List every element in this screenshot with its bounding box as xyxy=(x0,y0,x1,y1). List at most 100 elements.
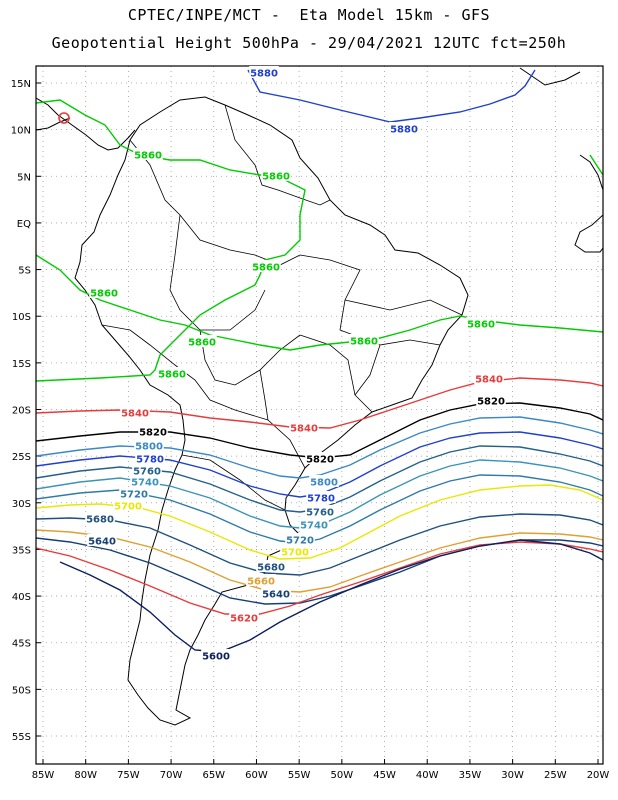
lat-tick-label: 45S xyxy=(12,639,31,650)
contour-label-bg xyxy=(251,260,281,272)
lat-tick-label: 35S xyxy=(12,545,31,556)
contour-5740 xyxy=(36,459,603,529)
contour-label-bg xyxy=(119,487,149,499)
lat-tick-label: 20S xyxy=(12,406,31,417)
contour-5880 xyxy=(247,69,536,123)
contour-5860 xyxy=(36,99,306,382)
contour-label-5780: 5780 xyxy=(307,494,335,505)
central-america-coastline xyxy=(36,97,136,151)
contour-5620 xyxy=(36,541,603,615)
lat-tick-label: 5N xyxy=(17,172,31,183)
lon-tick-label: 25W xyxy=(544,770,567,781)
contour-label-5820: 5820 xyxy=(477,397,505,408)
contour-5640 xyxy=(36,537,603,605)
south-america-coastline xyxy=(74,96,469,726)
contour-label-5880: 5880 xyxy=(390,125,418,136)
contour-label-bg xyxy=(132,464,162,476)
contour-label-bg xyxy=(256,560,286,572)
contour-label-5640: 5640 xyxy=(88,537,116,548)
lat-tick-label: 10N xyxy=(11,126,31,137)
contour-label-bg xyxy=(261,169,291,181)
contour-label-5860: 5860 xyxy=(134,151,162,162)
longitude-tick-labels: 85W 80W 75W 70W 65W 60W 55W 50W 45W 40W 35W 30W 25W 2… xyxy=(32,770,610,781)
contour-label-5720: 5720 xyxy=(120,490,148,501)
contour-label-5700: 5700 xyxy=(114,502,142,513)
contour-label-5680: 5680 xyxy=(86,515,114,526)
lat-tick-label: 40S xyxy=(12,592,31,603)
contour-labels: 5880 5880 5860 5860 5860 5860 5860 5860 5860 5860… xyxy=(85,66,506,663)
contour-label-5860: 5860 xyxy=(467,320,495,331)
contour-label-bg xyxy=(249,66,279,78)
contour-label-bg xyxy=(476,394,506,406)
contour-label-bg xyxy=(201,649,231,661)
coastlines xyxy=(36,67,603,726)
contour-label-bg xyxy=(280,545,310,557)
contour-label-bg xyxy=(120,406,150,418)
map-frame xyxy=(35,65,604,765)
contour-label-bg xyxy=(306,491,336,503)
lon-tick-label: 30W xyxy=(501,770,524,781)
contour-label-5760: 5760 xyxy=(133,467,161,478)
contour-label-5740: 5740 xyxy=(300,521,328,532)
contour-label-bg xyxy=(135,452,165,464)
lon-tick-label: 75W xyxy=(117,770,140,781)
lat-lon-grid xyxy=(36,66,603,764)
contour-label-5880: 5880 xyxy=(250,69,278,80)
contour-label-5860: 5860 xyxy=(90,289,118,300)
contour-label-bg xyxy=(309,475,339,487)
lon-tick-label: 65W xyxy=(202,770,225,781)
contour-5680 xyxy=(36,513,603,576)
contour-label-5720: 5720 xyxy=(286,536,314,547)
contour-5600 xyxy=(59,539,603,653)
contour-5840 xyxy=(36,377,603,429)
contour-label-bg xyxy=(87,534,117,546)
contour-label-5860: 5860 xyxy=(158,370,186,381)
contour-label-bg xyxy=(246,574,276,586)
contour-label-bg xyxy=(305,452,335,464)
contour-label-bg xyxy=(89,286,119,298)
lat-tick-label: 15N xyxy=(11,79,31,90)
contour-label-5740: 5740 xyxy=(131,478,159,489)
contour-label-5640: 5640 xyxy=(262,590,290,601)
lat-tick-label: EQ xyxy=(17,219,31,230)
lat-tick-label: 30S xyxy=(12,499,31,510)
contour-label-bg xyxy=(474,372,504,384)
latitude-tick-labels: 15N 10N 5N EQ 5S 10S 15S 20S 25S 30S 35S 40S 45S 50S 5… xyxy=(11,79,31,743)
contour-label-bg xyxy=(349,334,379,346)
contour-label-bg xyxy=(85,512,115,524)
lon-tick-label: 20W xyxy=(587,770,610,781)
contour-label-bg xyxy=(138,425,168,437)
contour-label-bg xyxy=(187,335,217,347)
lat-tick-label: 10S xyxy=(12,312,31,323)
contour-label-bg xyxy=(299,518,329,530)
height-contours xyxy=(36,69,603,653)
low-center-marker xyxy=(58,112,70,124)
contour-label-bg xyxy=(229,611,259,623)
lon-tick-label: 55W xyxy=(288,770,311,781)
lon-tick-label: 85W xyxy=(32,770,55,781)
contour-label-5700: 5700 xyxy=(281,548,309,559)
lon-tick-label: 40W xyxy=(416,770,439,781)
contour-label-5840: 5840 xyxy=(290,424,318,435)
contour-label-5680: 5680 xyxy=(257,563,285,574)
contour-label-5820: 5820 xyxy=(139,428,167,439)
contour-label-bg xyxy=(289,421,319,433)
contour-label-5660: 5660 xyxy=(247,577,275,588)
contour-label-5800: 5800 xyxy=(135,442,163,453)
contour-label-bg xyxy=(261,587,291,599)
lon-tick-label: 80W xyxy=(74,770,97,781)
contour-label-5800: 5800 xyxy=(310,478,338,489)
lat-tick-label: 25S xyxy=(12,452,31,463)
contour-label-5860: 5860 xyxy=(262,172,290,183)
contour-label-5780: 5780 xyxy=(136,455,164,466)
contour-label-bg xyxy=(113,499,143,511)
contour-label-bg xyxy=(130,475,160,487)
lon-tick-label: 35W xyxy=(459,770,482,781)
contour-label-bg xyxy=(134,439,164,451)
contour-label-bg xyxy=(133,148,163,160)
contour-label-5760: 5760 xyxy=(306,508,334,519)
lat-tick-label: 15S xyxy=(12,359,31,370)
africa-coastline xyxy=(519,67,603,253)
contour-label-5860: 5860 xyxy=(252,263,280,274)
